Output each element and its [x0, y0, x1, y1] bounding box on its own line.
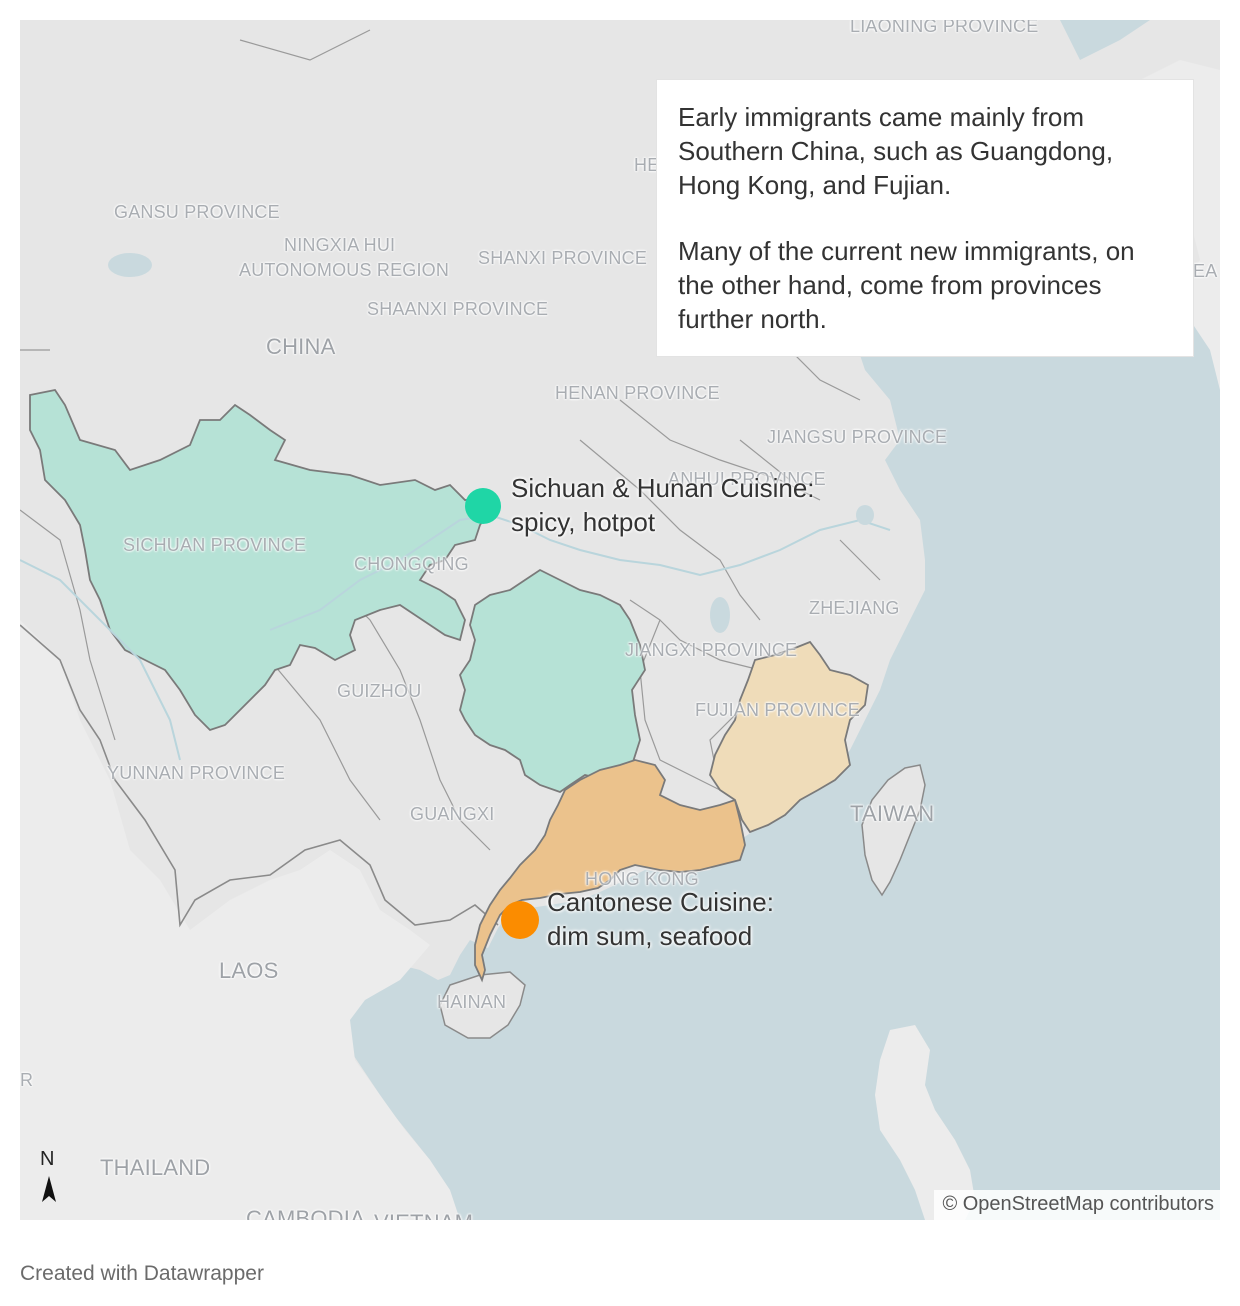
label-sichuan: SICHUAN PROVINCE	[123, 535, 307, 555]
label-ningxia-line2: AUTONOMOUS REGION	[239, 260, 450, 280]
label-hongkong: HONG KONG	[585, 869, 699, 889]
southeast-asia-land	[20, 620, 460, 1220]
marker-cantonese-line2: dim sum, seafood	[547, 921, 753, 951]
label-yunnan: YUNNAN PROVINCE	[107, 763, 286, 783]
guangdong-province[interactable]	[474, 759, 746, 983]
label-chongqing: CHONGQING	[354, 554, 469, 574]
yangtze-river	[20, 513, 891, 761]
north-arrow: N	[39, 1148, 59, 1208]
label-hainan: HAINAN	[437, 992, 507, 1012]
label-zhejiang: ZHEJIANG	[809, 598, 900, 618]
luzon-island	[875, 1025, 975, 1220]
label-fujian: FUJIAN PROVINCE	[695, 700, 861, 720]
label-jiangsu: JIANGSU PROVINCE	[767, 427, 948, 447]
marker-sichuan-hunan-label: Sichuan & Hunan Cuisine: spicy, hotpot	[511, 471, 815, 539]
label-liaoning: LIAONING PROVINCE	[850, 20, 1039, 36]
label-thailand: THAILAND	[100, 1155, 211, 1180]
label-anhui: ANHUI PROVINCE	[668, 469, 826, 489]
taiwan-island	[861, 764, 926, 897]
label-hebei-partial: HE	[634, 155, 660, 175]
label-guizhou: GUIZHOU	[337, 681, 422, 701]
label-myanmar-partial: R	[20, 1070, 34, 1090]
label-laos: LAOS	[219, 958, 279, 983]
annotation-paragraph-1: Early immigrants came mainly from Southe…	[678, 102, 1114, 200]
marker-sichuan-hunan-line2: spicy, hotpot	[511, 507, 656, 537]
label-shanxi: SHANXI PROVINCE	[478, 248, 648, 268]
label-taiwan: TAIWAN	[850, 801, 935, 826]
poyang-lake	[710, 597, 730, 633]
sichuan-region[interactable]	[29, 388, 492, 732]
north-arrow-icon	[42, 1176, 56, 1202]
map[interactable]: LIAONING PROVINCE HE GANSU PROVINCE NING…	[20, 20, 1220, 1220]
annotation-box: Early immigrants came mainly from Southe…	[657, 80, 1193, 356]
north-letter: N	[40, 1148, 55, 1170]
marker-cantonese[interactable]	[501, 901, 539, 939]
china-border	[20, 624, 499, 928]
province-borders	[20, 29, 881, 851]
label-sea-partial: EA	[1193, 261, 1218, 281]
qinghai-lake	[108, 253, 152, 277]
label-henan: HENAN PROVINCE	[555, 383, 720, 403]
label-vietnam: VIETNAM	[374, 1212, 473, 1221]
label-gansu: GANSU PROVINCE	[114, 202, 280, 222]
hainan-island	[439, 971, 526, 1039]
fujian-province[interactable]	[709, 640, 869, 834]
marker-sichuan-hunan[interactable]	[465, 488, 501, 524]
label-guangxi: GUANGXI	[410, 804, 495, 824]
label-jiangxi: JIANGXI PROVINCE	[625, 640, 798, 660]
taihu-lake	[856, 505, 874, 525]
marker-cantonese-line1: Cantonese Cuisine:	[547, 887, 774, 917]
map-attribution[interactable]: © OpenStreetMap contributors	[934, 1190, 1220, 1220]
label-china: CHINA	[266, 334, 336, 359]
marker-cantonese-label: Cantonese Cuisine: dim sum, seafood	[547, 885, 774, 953]
marker-sichuan-hunan-line1: Sichuan & Hunan Cuisine:	[511, 473, 815, 503]
footer-credit[interactable]: Created with Datawrapper	[20, 1262, 264, 1285]
annotation-paragraph-2: Many of the current new immigrants, on t…	[678, 236, 1135, 334]
label-shaanxi: SHAANXI PROVINCE	[367, 299, 549, 319]
label-ningxia-line1: NINGXIA HUI	[284, 235, 396, 255]
label-cambodia: CAMBODIA	[246, 1206, 365, 1221]
